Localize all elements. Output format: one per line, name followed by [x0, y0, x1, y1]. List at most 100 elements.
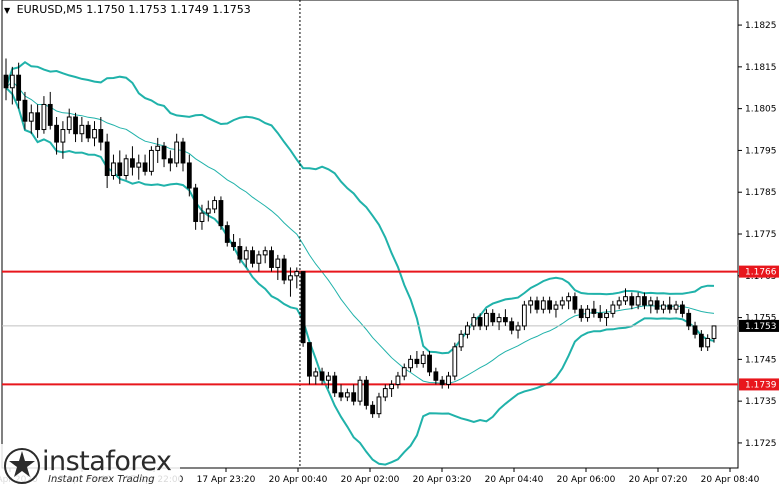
- candle: [250, 246, 255, 268]
- candle-body: [553, 304, 559, 310]
- candle: [104, 133, 110, 189]
- candle-body: [692, 325, 698, 335]
- candle: [231, 234, 236, 251]
- candle: [54, 117, 59, 155]
- candle: [3, 58, 9, 101]
- candle-body: [515, 325, 521, 331]
- candle: [344, 388, 350, 402]
- candle-body: [370, 404, 376, 415]
- candle: [604, 309, 609, 326]
- candle-body: [648, 300, 654, 306]
- candle: [648, 296, 654, 314]
- candle-body: [661, 304, 666, 310]
- y-tick-label: 1.1805: [745, 105, 777, 115]
- candle: [616, 296, 622, 310]
- candle: [572, 292, 578, 314]
- candle: [142, 154, 148, 176]
- candle: [408, 355, 413, 372]
- candle: [465, 321, 470, 339]
- y-tick-label: 1.1815: [745, 63, 777, 73]
- candle: [85, 121, 91, 143]
- candle-body: [281, 258, 287, 281]
- candle-body: [705, 337, 711, 348]
- candle: [654, 296, 660, 314]
- candle: [35, 104, 41, 138]
- y-tick-label: 1.1775: [745, 230, 777, 240]
- current-price-tag: [739, 319, 779, 332]
- candle: [477, 313, 483, 331]
- candle: [117, 150, 123, 184]
- candle: [673, 300, 679, 314]
- y-tick-label: 1.1725: [745, 439, 777, 449]
- candle-body: [458, 333, 464, 348]
- candle-body: [376, 396, 382, 415]
- candle: [667, 296, 673, 314]
- candle-body: [199, 212, 205, 222]
- current-price-label: 1.1753: [745, 322, 777, 332]
- x-tick-label: 20 Apr 06:00: [557, 475, 616, 485]
- candle: [66, 108, 72, 134]
- candle: [199, 204, 205, 230]
- candle: [446, 371, 451, 389]
- candle-body: [85, 124, 91, 139]
- candle: [60, 121, 66, 159]
- candle: [414, 351, 420, 368]
- candle: [148, 146, 154, 176]
- candle-body: [578, 308, 584, 319]
- candle-body: [231, 241, 236, 248]
- candle-body: [623, 296, 628, 302]
- candle: [452, 342, 458, 381]
- candle: [205, 200, 211, 222]
- candle: [433, 367, 439, 385]
- chart-menu-triangle-icon[interactable]: ▼: [4, 6, 11, 15]
- candle: [490, 309, 496, 326]
- candle-body: [269, 250, 274, 268]
- candle: [16, 62, 22, 109]
- candle: [174, 133, 180, 168]
- candle: [363, 376, 369, 410]
- candle: [515, 321, 521, 339]
- candle-body: [307, 342, 312, 377]
- candle-body: [547, 300, 553, 310]
- candle-body: [92, 129, 97, 139]
- candle-body: [117, 162, 123, 176]
- instaforex-logo-icon: [4, 448, 40, 484]
- candle: [224, 221, 230, 247]
- candle: [566, 292, 572, 310]
- candle: [623, 288, 628, 306]
- x-tick-label: 20 Apr 02:00: [341, 475, 400, 485]
- candle-body: [439, 379, 445, 385]
- candle-body: [66, 116, 72, 131]
- logo-tagline: Instant Forex Trading: [48, 474, 155, 485]
- candle-body: [616, 300, 622, 306]
- candle-body: [572, 296, 578, 310]
- candle-body: [193, 187, 199, 222]
- x-tick-label: 20 Apr 08:40: [701, 475, 760, 485]
- symbol-label: EURUSD,M5: [16, 3, 83, 16]
- y-tick-label: 1.1825: [745, 21, 777, 31]
- candle-body: [452, 346, 458, 377]
- candle-body: [528, 300, 534, 306]
- candle-body: [502, 317, 508, 323]
- candle: [319, 367, 325, 385]
- candle: [325, 371, 331, 389]
- candle-body: [408, 358, 413, 369]
- candle-body: [635, 296, 641, 306]
- candle: [262, 246, 268, 264]
- candle-body: [325, 375, 331, 381]
- candle: [256, 250, 262, 272]
- candle: [111, 154, 116, 180]
- candle: [218, 196, 224, 230]
- candle-body: [484, 312, 489, 327]
- candle: [591, 300, 597, 318]
- candle: [597, 305, 603, 322]
- candle: [155, 137, 161, 163]
- candle-body: [642, 296, 647, 306]
- candle-body: [686, 312, 692, 327]
- candle-body: [357, 379, 363, 402]
- candle: [534, 296, 540, 314]
- candle: [237, 238, 243, 264]
- candle-body: [604, 312, 609, 319]
